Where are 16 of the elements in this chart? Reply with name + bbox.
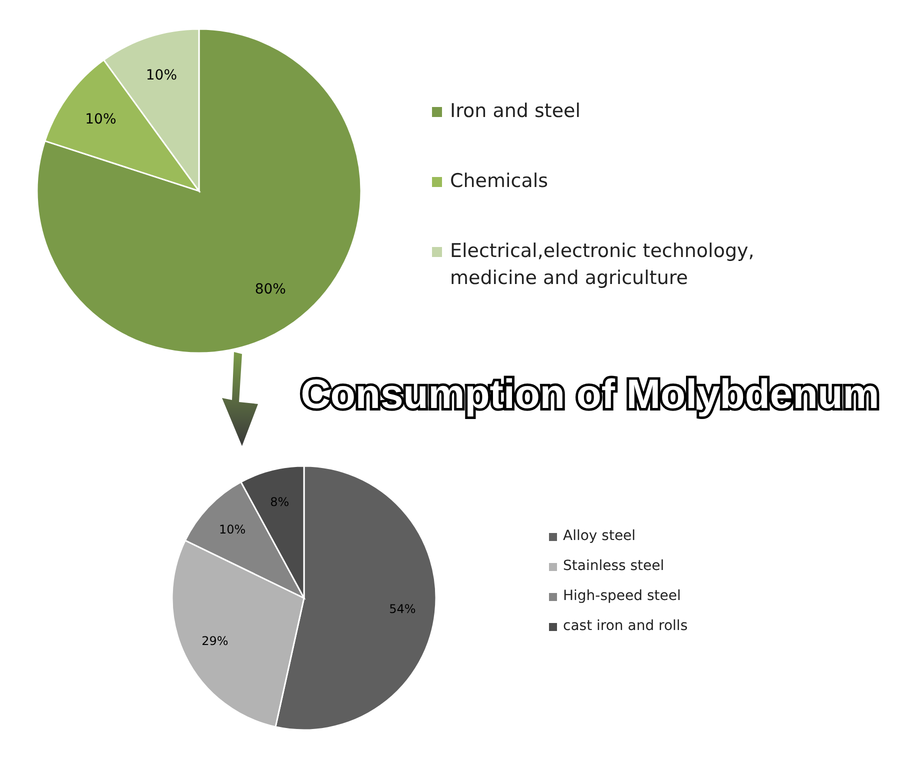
legend-label: Alloy steel [563, 527, 636, 546]
pie-slice [36, 28, 362, 354]
data-label: 10% [85, 112, 116, 128]
data-label: 8% [270, 495, 290, 510]
data-label: 54% [389, 602, 416, 616]
data-label: 10% [219, 522, 246, 537]
legend-label: High-speed steel [563, 587, 681, 606]
legend-label: Electrical,electronic technology, medicine and agriculture [450, 238, 756, 292]
data-label: 80% [254, 281, 286, 298]
legend-label: cast iron and rolls [563, 617, 688, 636]
chart-title: Consumption of Molybdenum [300, 371, 880, 417]
legend-label: Stainless steel [563, 557, 664, 576]
legend-label: Iron and steel [450, 98, 580, 124]
data-label: 29% [202, 634, 228, 648]
legend-label: Chemicals [450, 168, 548, 194]
data-label: 10% [146, 67, 178, 84]
